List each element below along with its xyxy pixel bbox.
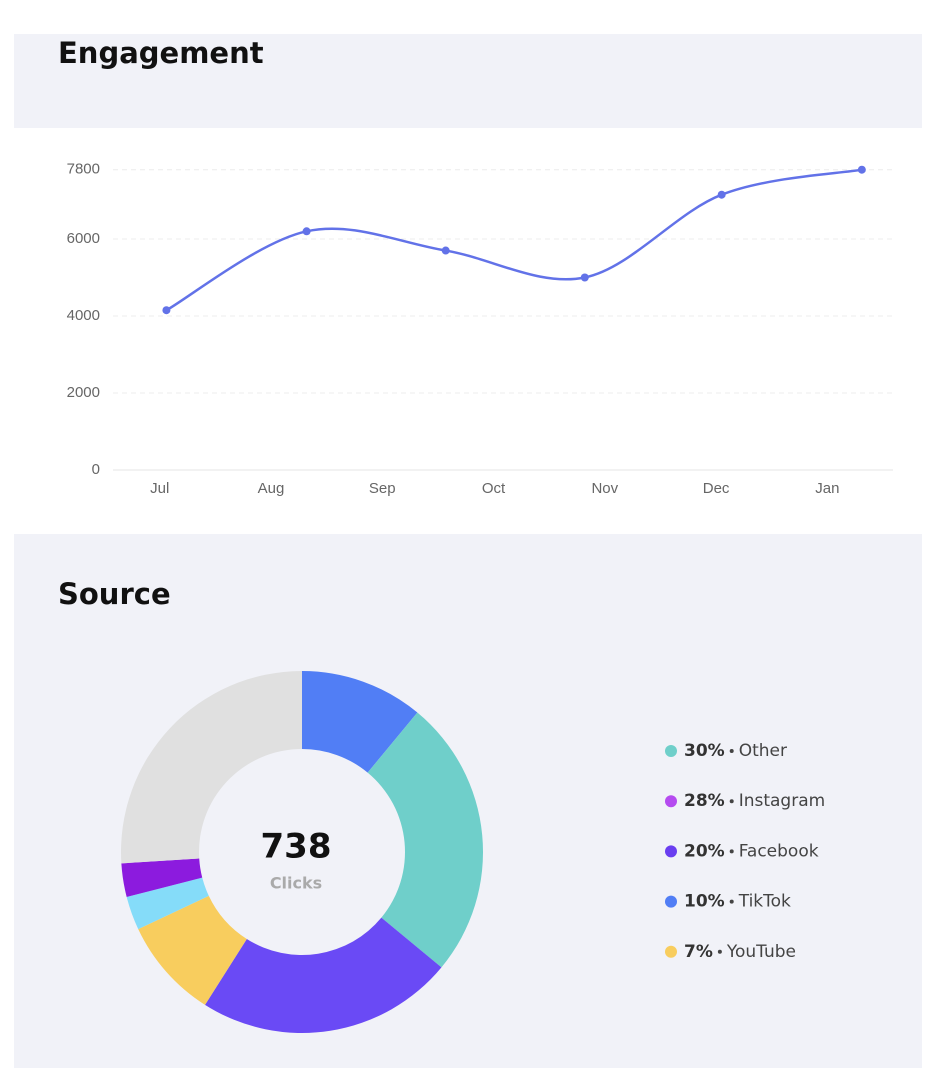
y-tick-label: 4000 bbox=[67, 307, 100, 324]
donut-slice bbox=[121, 671, 302, 864]
donut-slice bbox=[367, 712, 483, 968]
legend-label: 7% bbox=[684, 942, 713, 962]
center-value: 738 bbox=[261, 827, 332, 867]
donut-slice bbox=[121, 858, 203, 898]
legend-separator bbox=[729, 849, 734, 854]
legend-separator bbox=[717, 949, 722, 954]
y-tick-label: 0 bbox=[92, 461, 100, 478]
donut-slice bbox=[302, 671, 418, 773]
legend-name: TikTok bbox=[738, 892, 791, 912]
legend-name: Facebook bbox=[739, 841, 819, 861]
legend-label: 28% bbox=[684, 791, 725, 811]
legend-dot bbox=[665, 745, 677, 757]
legend-dot bbox=[665, 845, 677, 858]
y-tick-label: 7800 bbox=[67, 161, 100, 178]
engagement-title: Engagement bbox=[58, 36, 264, 70]
x-tick-label: Oct bbox=[482, 480, 506, 497]
legend-label: 30% bbox=[684, 741, 725, 761]
donut-slice bbox=[126, 877, 209, 930]
y-tick-label: 6000 bbox=[67, 230, 100, 247]
point bbox=[717, 190, 726, 199]
donut-slice bbox=[205, 917, 442, 1033]
line bbox=[165, 168, 863, 312]
legend-name: Instagram bbox=[739, 791, 826, 811]
legend-label: 10% bbox=[684, 892, 725, 912]
source-title: Source bbox=[58, 577, 171, 611]
point bbox=[580, 273, 589, 282]
center-label: Clicks bbox=[270, 874, 322, 893]
x-tick-label: Jul bbox=[150, 480, 169, 497]
point bbox=[162, 306, 171, 315]
legend-name: Other bbox=[739, 741, 787, 761]
legend-dot bbox=[665, 895, 677, 908]
point bbox=[302, 227, 311, 236]
x-tick-label: Aug bbox=[258, 480, 285, 497]
legend-dot bbox=[665, 945, 677, 958]
x-tick-label: Jan bbox=[815, 480, 839, 497]
legend-separator bbox=[729, 899, 734, 904]
x-tick-label: Nov bbox=[591, 480, 618, 497]
legend-label: 20% bbox=[684, 841, 725, 861]
legend-separator bbox=[729, 749, 734, 753]
point bbox=[441, 246, 450, 255]
point bbox=[857, 165, 866, 174]
legend-separator bbox=[729, 799, 734, 804]
header-panel bbox=[14, 34, 922, 128]
x-tick-label: Sep bbox=[369, 480, 396, 497]
y-tick-label: 2000 bbox=[67, 384, 100, 401]
legend-name: YouTube bbox=[726, 942, 796, 962]
donut-slice bbox=[138, 895, 247, 1005]
legend-dot bbox=[665, 795, 677, 808]
x-tick-label: Dec bbox=[703, 480, 730, 497]
